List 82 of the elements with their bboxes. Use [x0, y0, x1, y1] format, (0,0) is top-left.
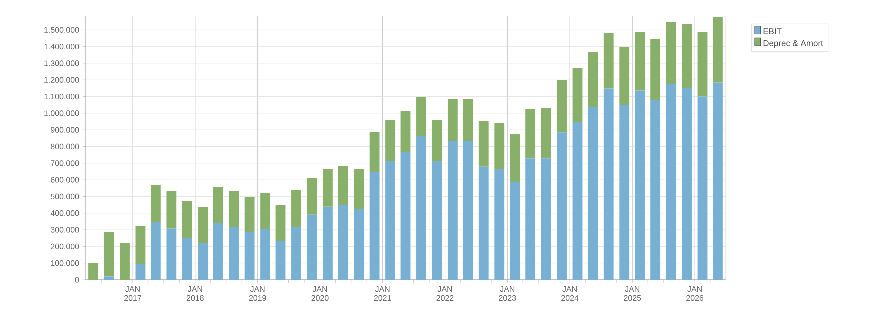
bar	[244, 232, 255, 280]
bar	[322, 206, 333, 280]
bar	[448, 141, 458, 280]
bar	[276, 241, 286, 280]
bar	[416, 136, 426, 280]
bar	[432, 161, 442, 280]
bar	[386, 120, 396, 162]
bar	[588, 52, 598, 108]
bar	[136, 264, 146, 280]
bar	[307, 178, 318, 215]
bar	[604, 88, 614, 280]
bar	[682, 24, 692, 88]
legend-label: Deprec & Amort	[764, 40, 824, 48]
bar	[244, 197, 255, 232]
bar	[557, 80, 567, 133]
legend-label: EBIT	[764, 28, 782, 34]
bar	[182, 201, 192, 238]
bar	[650, 100, 661, 280]
bar	[494, 123, 505, 170]
bar	[276, 205, 286, 242]
bar	[604, 33, 614, 89]
bar	[88, 263, 98, 280]
bar	[526, 109, 536, 159]
bar	[322, 169, 333, 207]
bar	[650, 39, 661, 100]
bar	[494, 169, 505, 280]
bar	[510, 134, 520, 182]
bar	[104, 276, 114, 280]
bar	[260, 229, 270, 280]
bar	[213, 187, 224, 224]
bar	[120, 243, 130, 280]
bar	[400, 111, 411, 152]
bar	[338, 205, 348, 280]
bar	[166, 228, 177, 280]
bar	[698, 96, 708, 280]
bar	[541, 108, 552, 159]
bar	[136, 226, 146, 264]
bar	[260, 193, 270, 230]
bar	[698, 32, 708, 97]
bar	[682, 88, 692, 280]
bar	[400, 152, 411, 280]
bar	[292, 190, 302, 228]
bar	[338, 166, 348, 206]
bar	[478, 121, 489, 167]
bar	[370, 172, 380, 280]
bar	[229, 227, 240, 280]
bar	[666, 22, 676, 84]
bar	[354, 209, 364, 280]
bar	[307, 214, 318, 280]
bar	[526, 158, 536, 280]
bar	[182, 238, 192, 280]
bar	[713, 82, 723, 280]
bar	[666, 84, 676, 280]
bar	[557, 132, 567, 280]
bar	[354, 169, 364, 210]
bar	[635, 90, 646, 280]
bar	[463, 141, 474, 280]
bar	[104, 232, 114, 277]
bar	[463, 99, 474, 142]
bar	[448, 99, 458, 142]
bar	[541, 158, 552, 280]
bar	[166, 191, 177, 229]
bar	[150, 222, 161, 280]
bar	[713, 17, 723, 83]
bar	[198, 243, 208, 280]
bar	[292, 227, 302, 280]
bar	[620, 47, 630, 106]
bar	[510, 182, 520, 280]
bar	[432, 120, 442, 162]
bar	[635, 32, 646, 91]
bar	[229, 191, 240, 228]
bar	[416, 97, 426, 136]
bar	[572, 68, 583, 122]
bar	[213, 223, 224, 280]
bar	[620, 105, 630, 280]
bar	[198, 207, 208, 244]
bar	[478, 166, 489, 280]
bar	[572, 122, 583, 280]
bar	[588, 107, 598, 280]
bar	[150, 185, 161, 222]
bar	[386, 161, 396, 280]
bar	[370, 132, 380, 172]
